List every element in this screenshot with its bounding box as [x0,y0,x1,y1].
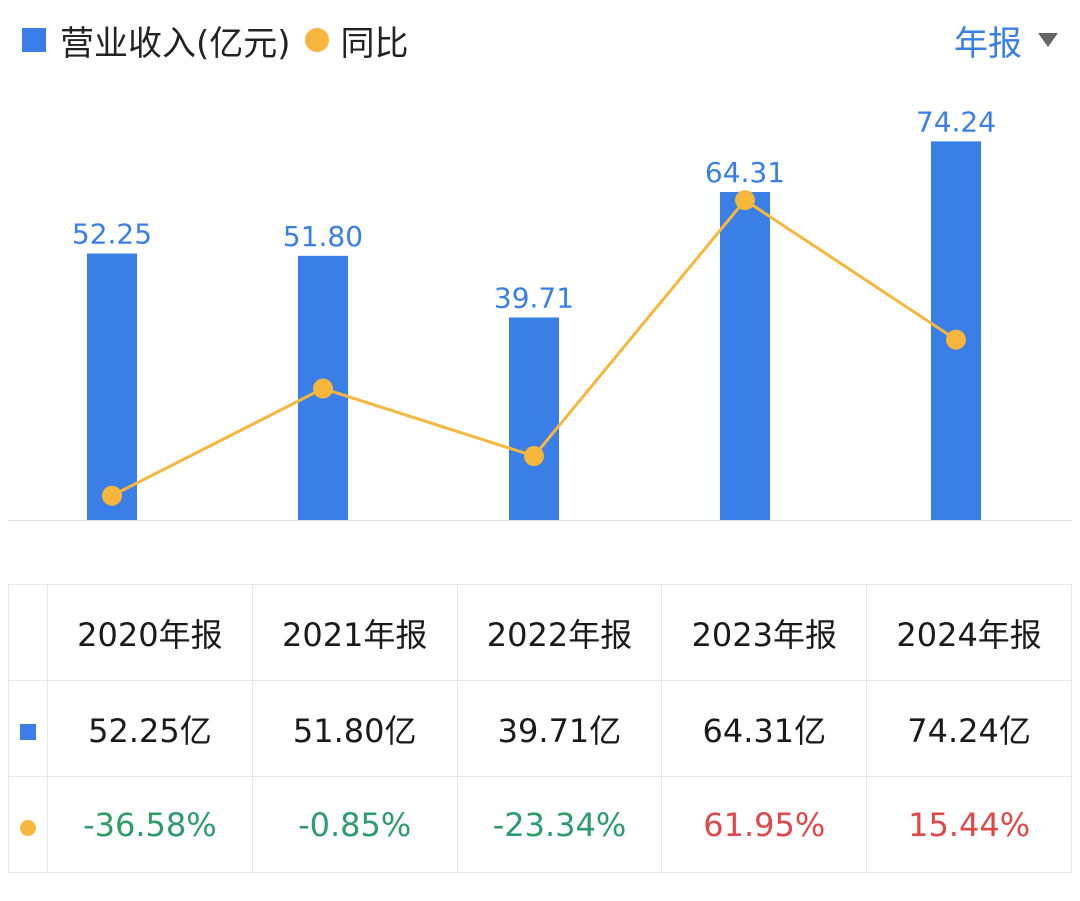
square-icon [20,723,36,740]
bar-value-label: 51.80 [283,220,363,253]
revenue-chart: 52.25 51.80 39.71 64.31 74.24 [8,105,1072,521]
table-header-cell: 2020年报 [47,584,253,681]
yoy-cell: -36.58% [47,776,253,873]
yoy-row-marker [8,776,48,873]
table-header-cell: 2022年报 [456,584,663,681]
data-table: 2020年报 2021年报 2022年报 2023年报 2024年报 52.25… [8,584,1072,873]
table-header-row: 2020年报 2021年报 2022年报 2023年报 2024年报 [8,584,1072,681]
yoy-point [102,485,122,506]
yoy-cell: 15.44% [866,776,1072,873]
revenue-legend-label: 营业收入(亿元) [60,23,291,64]
revenue-bar [87,253,137,520]
yoy-cell: -23.34% [456,776,663,873]
revenue-legend-marker [22,28,46,52]
period-selector-label: 年报 [954,23,1022,64]
yoy-row: -36.58% -0.85% -23.34% 61.95% 15.44% [8,776,1072,873]
yoy-point [524,446,544,467]
revenue-cell: 64.31亿 [661,680,868,777]
revenue-row: 52.25亿 51.80亿 39.71亿 64.31亿 74.24亿 [8,680,1072,777]
chart-legend: 营业收入(亿元) 同比 [22,14,409,66]
yoy-legend-marker [304,28,329,52]
yoy-point [946,329,966,350]
yoy-point [735,190,755,211]
revenue-cell: 74.24亿 [866,680,1072,777]
yoy-cell: 61.95% [661,776,868,873]
revenue-cell: 52.25亿 [47,680,253,777]
revenue-bar [720,192,770,521]
chevron-down-icon [1038,33,1058,47]
revenue-cell: 51.80亿 [251,680,458,777]
table-corner-cell [8,584,48,681]
dot-icon [20,819,36,836]
yoy-point [313,378,333,399]
table-header-cell: 2021年报 [251,584,458,681]
period-selector[interactable]: 年报 [954,14,1058,66]
table-header-cell: 2023年报 [661,584,868,681]
bar-value-label: 52.25 [72,218,152,251]
bar-value-label: 39.71 [494,281,574,314]
bar-value-label: 64.31 [705,156,785,189]
bar-value-label: 74.24 [916,105,996,138]
yoy-cell: -0.85% [251,776,458,873]
revenue-row-marker [8,680,48,777]
yoy-legend-label: 同比 [340,23,409,64]
revenue-cell: 39.71亿 [456,680,663,777]
revenue-bar [509,317,559,520]
table-header-cell: 2024年报 [866,584,1072,681]
